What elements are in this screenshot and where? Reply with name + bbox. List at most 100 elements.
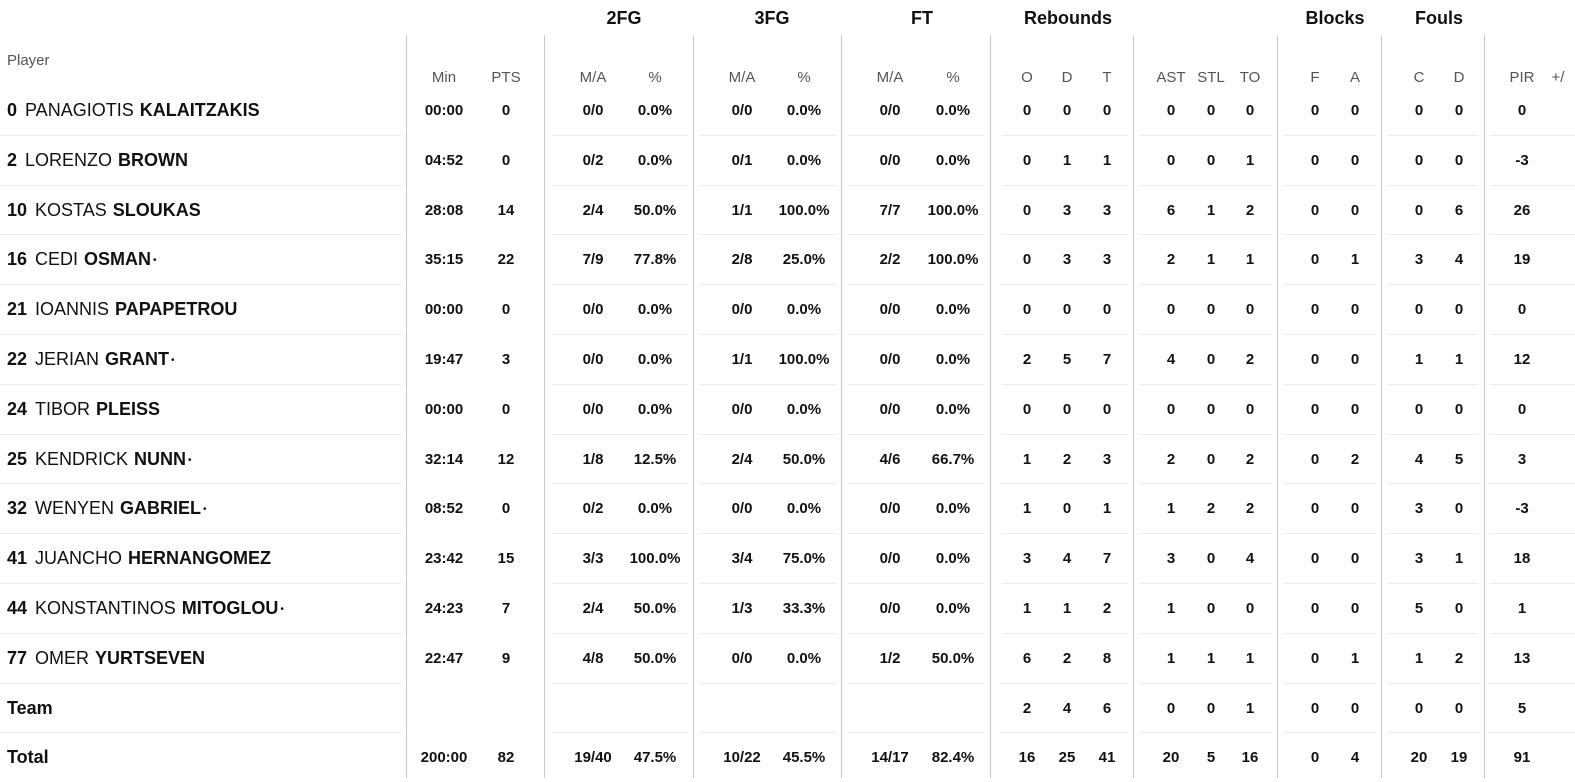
player-name[interactable]: 25 KENDRICK NUNN • — [7, 435, 192, 484]
stat-cell: 1 — [1454, 351, 1464, 368]
table-row[interactable]: 0 PANAGIOTIS KALAITZAKIS 00:00 0 0/0 0.0% 0/0 0.… — [0, 86, 1575, 135]
table-row[interactable]: 16 CEDI OSMAN • 35:15 22 7/9 77.8% 2/8 25.0% 2/2 10… — [0, 235, 1575, 284]
row-divider — [1388, 384, 1478, 385]
row-divider — [1490, 284, 1575, 285]
stat-cell: 0 — [1310, 351, 1320, 368]
row-divider — [1140, 483, 1272, 484]
player-last-name: MITOGLOU — [181, 598, 279, 618]
player-name[interactable]: 41 JUANCHO HERNANGOMEZ — [7, 534, 271, 583]
stat-cell: 1/1 — [731, 351, 753, 368]
column-divider — [1484, 35, 1485, 778]
player-name[interactable]: 16 CEDI OSMAN • — [7, 235, 157, 284]
player-first-name: KONSTANTINOS — [35, 598, 176, 618]
stat-cell: 2/4 — [582, 600, 604, 617]
row-divider — [1140, 583, 1272, 584]
player-first-name: TIBOR — [35, 399, 91, 419]
stat-cell: 0 — [1245, 600, 1255, 617]
stat-cell: 0.0% — [637, 301, 673, 318]
row-divider — [848, 533, 984, 534]
stat-cell: 1 — [1517, 600, 1527, 617]
stat-cell: 0 — [1310, 550, 1320, 567]
table-row[interactable]: 25 KENDRICK NUNN • 32:14 12 1/8 12.5% 2/4 50.0% 4/… — [0, 435, 1575, 484]
stat-cell: 0 — [1350, 202, 1360, 219]
starter-marker-icon: • — [153, 255, 157, 266]
player-first-name: CEDI — [35, 249, 79, 269]
row-divider — [552, 633, 688, 634]
row-divider — [552, 583, 688, 584]
stat-cell: 2 — [1454, 650, 1464, 667]
stat-cell: 0 — [501, 401, 511, 418]
stat-cell: 10/22 — [723, 749, 761, 766]
player-first-name: KENDRICK — [35, 449, 129, 469]
stat-cell: 2 — [1206, 500, 1216, 517]
row-divider — [1284, 234, 1376, 235]
stat-cell: 1 — [1022, 500, 1032, 517]
row-divider — [1490, 633, 1575, 634]
stat-cell: 1 — [1350, 251, 1360, 268]
player-name[interactable]: 32 WENYEN GABRIEL • — [7, 484, 207, 533]
row-divider — [848, 633, 984, 634]
player-name[interactable]: 44 KONSTANTINOS MITOGLOU • — [7, 584, 284, 633]
row-divider — [1388, 533, 1478, 534]
table-row[interactable]: 44 KONSTANTINOS MITOGLOU • 24:23 7 2/4 50.0% 1/3… — [0, 584, 1575, 633]
player-name[interactable]: 22 JERIAN GRANT • — [7, 335, 175, 384]
stat-cell: 77.8% — [633, 251, 677, 268]
table-row[interactable]: 41 JUANCHO HERNANGOMEZ 23:42 15 3/3 100.0% 3/4 7… — [0, 534, 1575, 583]
stat-cell: 0 — [1414, 152, 1424, 169]
table-row[interactable]: 10 KOSTAS SLOUKAS 28:08 14 2/4 50.0% 1/1 100.0% 7… — [0, 186, 1575, 235]
stat-cell: 0 — [1310, 500, 1320, 517]
stat-cell: 1 — [1022, 600, 1032, 617]
row-divider — [1140, 234, 1272, 235]
row-divider — [1002, 483, 1128, 484]
total-label: Total — [7, 747, 49, 767]
stat-cell: 0.0% — [935, 500, 971, 517]
stat-cell: 0.0% — [935, 550, 971, 567]
stat-cell: 2 — [1022, 351, 1032, 368]
player-last-name: KALAITZAKIS — [139, 100, 260, 120]
row-divider — [848, 683, 984, 684]
player-name[interactable]: 21 IOANNIS PAPAPETROU — [7, 285, 237, 334]
table-row[interactable]: 21 IOANNIS PAPAPETROU 00:00 0 0/0 0.0% 0/0 0.0% 0… — [0, 285, 1575, 334]
table-row[interactable]: 22 JERIAN GRANT • 19:47 3 0/0 0.0% 1/1 100.0% 0/0 0… — [0, 335, 1575, 384]
stat-cell: 3 — [1062, 251, 1072, 268]
stat-cell: 0 — [1245, 401, 1255, 418]
stat-cell: 28:08 — [424, 202, 464, 219]
table-row[interactable]: 77 OMER YURTSEVEN 22:47 9 4/8 50.0% 0/0 0.0% 1/2 5… — [0, 634, 1575, 683]
stat-cell: 91 — [1513, 749, 1531, 766]
row-divider — [1388, 633, 1478, 634]
stat-cell: 75.0% — [782, 550, 826, 567]
column-header: D — [1061, 69, 1073, 86]
stat-cell: 0 — [1062, 102, 1072, 119]
row-divider — [552, 135, 688, 136]
player-name[interactable]: 0 PANAGIOTIS KALAITZAKIS — [7, 86, 260, 135]
player-name[interactable]: 2 LORENZO BROWN — [7, 136, 188, 185]
stat-cell: 25.0% — [782, 251, 826, 268]
player-number: 16 — [7, 249, 28, 269]
row-divider — [700, 434, 836, 435]
row-divider — [552, 234, 688, 235]
stat-cell: 0 — [1310, 202, 1320, 219]
group-header: FT — [911, 8, 933, 28]
player-name[interactable]: 24 TIBOR PLEISS — [7, 385, 160, 434]
stat-cell: 0 — [1517, 102, 1527, 119]
stat-cell: 1 — [1454, 550, 1464, 567]
row-divider — [1284, 633, 1376, 634]
row-divider — [552, 483, 688, 484]
player-name[interactable]: 77 OMER YURTSEVEN — [7, 634, 205, 683]
column-header: O — [1021, 69, 1033, 86]
player-name[interactable]: 10 KOSTAS SLOUKAS — [7, 186, 201, 235]
stat-cell: 0 — [1102, 401, 1112, 418]
stat-cell: 3 — [501, 351, 511, 368]
table-row[interactable]: 2 LORENZO BROWN 04:52 0 0/2 0.0% 0/1 0.0% 0/0 0.0%… — [0, 136, 1575, 185]
row-divider — [1002, 533, 1128, 534]
table-row[interactable]: 32 WENYEN GABRIEL • 08:52 0 0/2 0.0% 0/0 0.0% 0/0 0… — [0, 484, 1575, 533]
stat-cell: 0 — [1062, 301, 1072, 318]
row-divider — [1490, 185, 1575, 186]
stat-cell: 00:00 — [424, 401, 464, 418]
stat-cell: 6 — [1102, 700, 1112, 717]
row-divider — [1140, 384, 1272, 385]
table-row[interactable]: 24 TIBOR PLEISS 00:00 0 0/0 0.0% 0/0 0.0% 0/0 0.0%… — [0, 385, 1575, 434]
stat-cell: 41 — [1098, 749, 1116, 766]
player-first-name: IOANNIS — [35, 299, 110, 319]
player-number: 25 — [7, 449, 28, 469]
